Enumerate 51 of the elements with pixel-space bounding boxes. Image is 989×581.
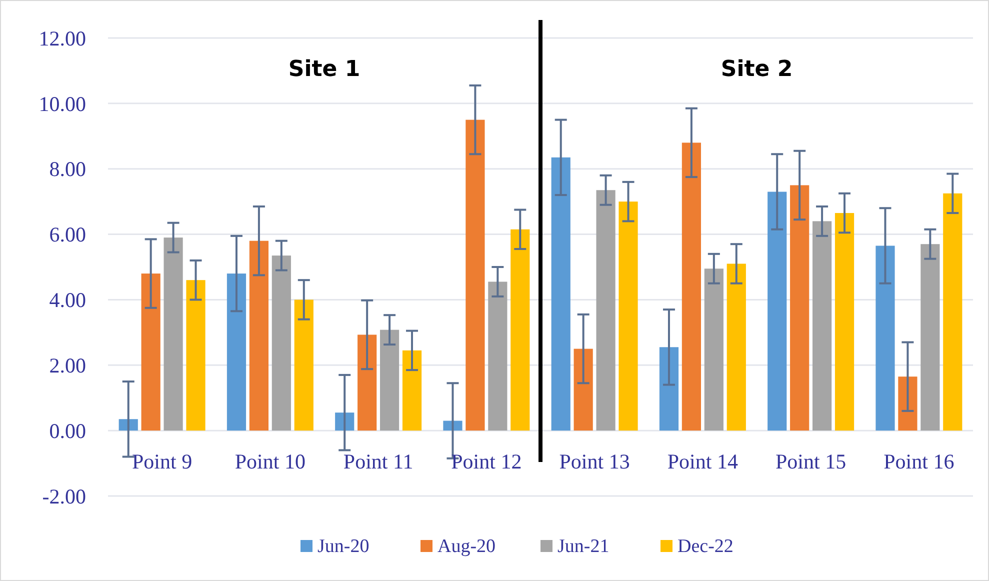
bar xyxy=(249,240,268,431)
bar xyxy=(551,157,570,431)
y-tick-label: 12.00 xyxy=(38,26,86,50)
x-tick-label: Point 9 xyxy=(132,450,192,474)
bar xyxy=(876,246,895,431)
bar xyxy=(943,193,962,431)
bar xyxy=(920,244,940,431)
x-tick-label: Point 16 xyxy=(884,450,954,474)
y-tick-label: 0.00 xyxy=(49,418,86,443)
bar xyxy=(812,221,832,431)
bar xyxy=(402,350,422,431)
x-tick-label: Point 13 xyxy=(559,450,630,474)
bar xyxy=(704,268,724,431)
x-tick-label: Point 14 xyxy=(667,450,738,474)
y-tick-label: 6.00 xyxy=(49,222,86,247)
bar xyxy=(682,142,701,431)
bar xyxy=(380,330,400,431)
y-tick-label: -2.00 xyxy=(42,484,86,508)
bar xyxy=(510,229,530,431)
bar xyxy=(659,347,679,431)
y-tick-label: 2.00 xyxy=(49,353,86,378)
bar xyxy=(726,264,746,431)
bar xyxy=(141,274,160,431)
bar xyxy=(186,280,206,431)
y-tick-label: 8.00 xyxy=(49,157,86,182)
bar xyxy=(272,256,291,431)
bar xyxy=(596,190,616,431)
x-tick-label: Point 12 xyxy=(451,450,522,474)
bar xyxy=(358,334,377,431)
x-tick-label: Point 10 xyxy=(234,450,306,474)
bar xyxy=(898,376,918,431)
bar xyxy=(574,348,593,431)
x-tick-label: Point 15 xyxy=(776,450,846,474)
bar xyxy=(466,120,485,431)
bar xyxy=(834,213,854,431)
legend-label: Jun-21 xyxy=(558,536,610,557)
x-tick-label: Point 11 xyxy=(343,450,414,474)
legend-label: Jun-20 xyxy=(318,536,370,557)
bar xyxy=(488,282,508,431)
legend-label: Aug-20 xyxy=(438,536,496,557)
bar xyxy=(294,300,314,431)
bar xyxy=(226,274,246,431)
bar xyxy=(618,202,638,431)
y-tick-label: 4.00 xyxy=(49,288,86,312)
bar xyxy=(164,238,183,431)
annotation: Site 1 xyxy=(288,57,360,82)
bar xyxy=(768,192,787,431)
y-tick-label: 10.00 xyxy=(38,92,86,116)
bar xyxy=(790,185,810,431)
annotation: Site 2 xyxy=(720,57,793,82)
legend-label: Dec-22 xyxy=(678,536,734,557)
